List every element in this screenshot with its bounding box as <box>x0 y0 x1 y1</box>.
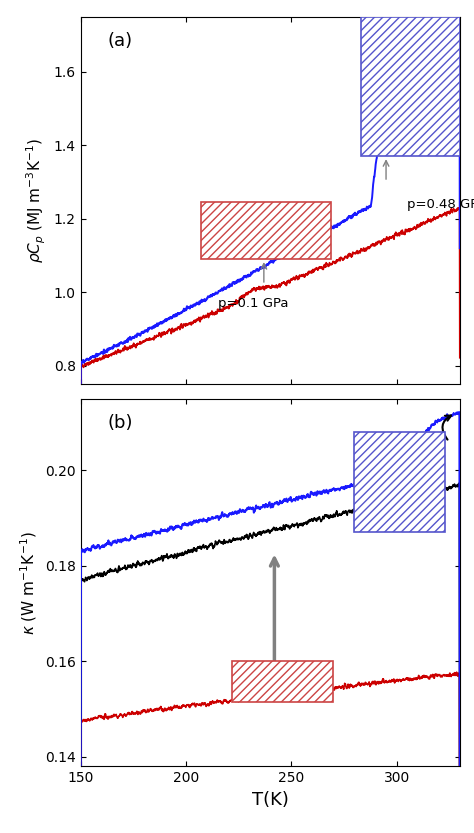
Y-axis label: $\rho C_p$ (MJ m$^{-3}$K$^{-1}$): $\rho C_p$ (MJ m$^{-3}$K$^{-1}$) <box>25 138 48 263</box>
Bar <box>201 202 331 259</box>
Text: p=0.1 GPa: p=0.1 GPa <box>218 297 289 310</box>
Text: (a): (a) <box>107 32 132 50</box>
Bar <box>361 17 460 157</box>
Bar <box>201 202 331 259</box>
Bar <box>232 661 333 702</box>
Bar <box>355 432 445 532</box>
Bar <box>361 17 460 157</box>
Bar <box>232 661 333 702</box>
X-axis label: T(K): T(K) <box>252 791 289 809</box>
Bar <box>355 432 445 532</box>
Text: p=0.48 GPa: p=0.48 GPa <box>407 197 474 211</box>
Y-axis label: $\kappa$ (W m$^{-1}$K$^{-1}$): $\kappa$ (W m$^{-1}$K$^{-1}$) <box>18 531 39 635</box>
Text: (b): (b) <box>107 414 133 432</box>
